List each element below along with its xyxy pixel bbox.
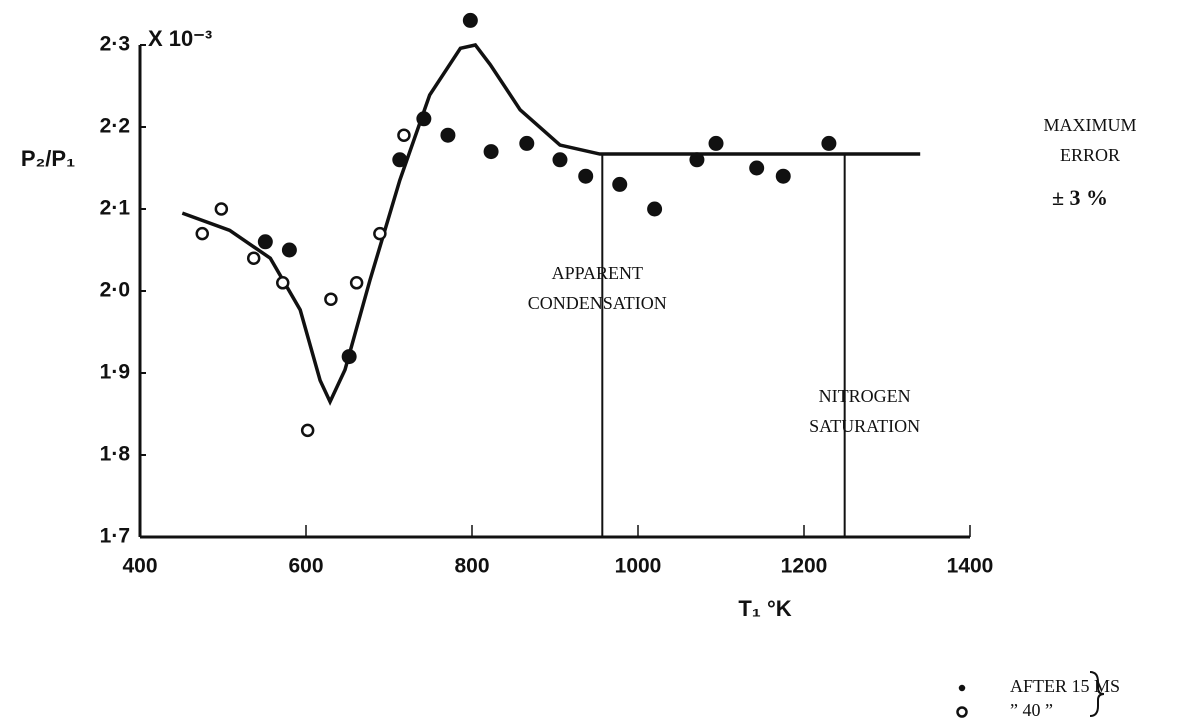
x-tick-label: 1000 — [615, 555, 662, 578]
point — [214, 202, 229, 216]
point — [440, 127, 456, 143]
point — [257, 234, 273, 250]
point — [647, 201, 663, 217]
legend-marker — [958, 684, 966, 692]
y-tick-label: 2·1 — [100, 197, 131, 220]
error-note: ERROR — [1060, 145, 1120, 165]
point — [708, 135, 724, 151]
point — [341, 349, 357, 365]
point — [195, 226, 209, 241]
point — [397, 128, 411, 142]
y-tick-label: 2·3 — [100, 33, 130, 56]
x-axis-label: T₁ °K — [738, 596, 791, 621]
x-tick-label: 400 — [122, 555, 157, 578]
x-tick-label: 600 — [288, 555, 323, 578]
legend-label: AFTER 15 MS — [1010, 676, 1120, 696]
point — [552, 152, 568, 168]
point — [416, 111, 432, 127]
point — [483, 144, 499, 160]
x-tick-label: 800 — [454, 555, 489, 578]
point — [821, 135, 837, 151]
marker-label: SATURATION — [809, 416, 920, 436]
point — [324, 292, 338, 306]
point — [519, 135, 535, 151]
y-tick-label: 2·2 — [100, 115, 130, 138]
error-note: ± 3 % — [1052, 185, 1108, 210]
x-tick-label: 1400 — [947, 555, 994, 578]
point — [300, 423, 315, 438]
marker-label: APPARENT — [552, 263, 643, 283]
point — [578, 168, 594, 184]
y-tick-label: 1·9 — [100, 361, 130, 384]
point — [373, 226, 387, 241]
point — [349, 276, 364, 290]
y-tick-label: 1·7 — [100, 525, 130, 548]
point — [281, 242, 297, 258]
point — [689, 152, 705, 168]
point — [462, 12, 478, 28]
point — [392, 152, 408, 168]
point — [612, 176, 628, 192]
marker-label: NITROGEN — [819, 386, 911, 406]
legend-label: ” 40 ” — [1010, 700, 1053, 720]
y-axis-label: P₂/P₁ — [21, 146, 75, 171]
y-multiplier: X 10⁻³ — [148, 26, 212, 51]
point — [775, 168, 791, 184]
x-tick-label: 1200 — [781, 555, 828, 578]
point — [749, 160, 765, 176]
legend-brace — [1089, 671, 1105, 717]
legend-marker — [956, 706, 968, 718]
fit-curve — [181, 43, 921, 406]
y-tick-label: 1·8 — [100, 443, 131, 466]
point — [246, 251, 261, 265]
marker-label: CONDENSATION — [528, 293, 667, 313]
error-note: MAXIMUM — [1043, 115, 1136, 135]
point — [276, 276, 290, 290]
y-tick-label: 2·0 — [100, 279, 130, 302]
